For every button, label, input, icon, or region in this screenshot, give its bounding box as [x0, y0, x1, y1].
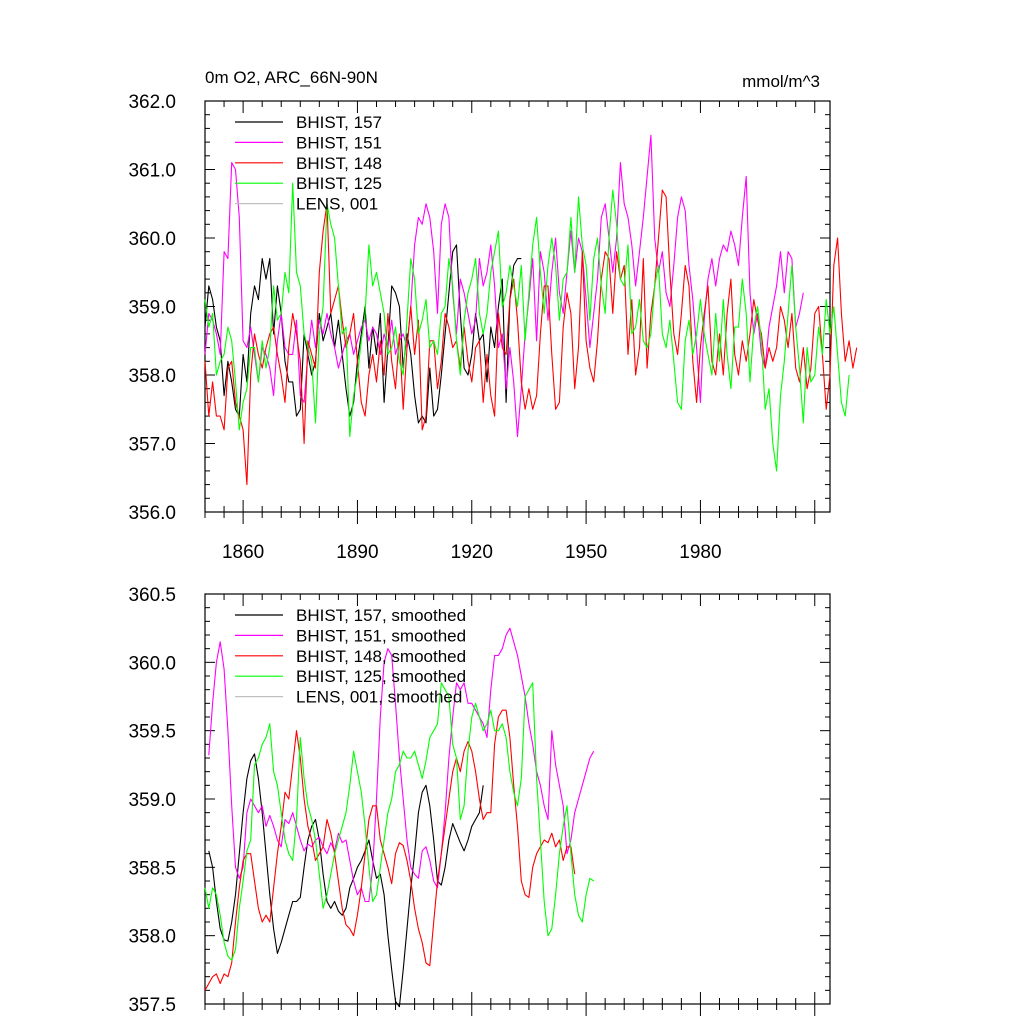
series-line: [204, 134, 804, 438]
series-line: [208, 627, 595, 903]
y-tick-label: 356.0: [128, 503, 176, 524]
y-tick-label: 360.0: [128, 653, 176, 674]
top-panel: 356.0 357.0 358.0 359.0 360.0 361.0 362.0 1860 1…: [128, 92, 858, 563]
y-tick-label: 358.5: [128, 858, 176, 879]
top-panel-title: 0m O2, ARC_66N-90N: [205, 68, 378, 87]
x-tick-label: 1890: [336, 542, 378, 563]
legend-label: BHIST, 157: [296, 113, 382, 132]
bottom-panel: 357.5 358.0 358.5 359.0 359.5 360.0 360.5 BHIST…: [128, 585, 831, 1016]
y-tick-label: 358.0: [128, 366, 176, 387]
legend-label: BHIST, 151: [296, 133, 382, 152]
series-line: [208, 753, 484, 1008]
legend-label: LENS, 001, smoothed: [296, 688, 462, 707]
series-line: [204, 182, 850, 472]
series-line: [204, 244, 522, 424]
legend-label: LENS, 001: [296, 195, 378, 214]
y-tick-label: 362.0: [128, 92, 176, 113]
y-tick-label: 357.0: [128, 435, 176, 456]
x-tick-label: 1920: [451, 542, 493, 563]
series-line: [204, 682, 595, 961]
y-tick-label: 359.0: [128, 790, 176, 811]
legend-label: BHIST, 157, smoothed: [296, 606, 466, 625]
y-tick-label: 359.0: [128, 298, 176, 319]
y-tick-label: 357.5: [128, 995, 176, 1016]
series-line: [204, 189, 858, 486]
y-tick-label: 360.0: [128, 229, 176, 250]
x-tick-label: 1860: [222, 542, 264, 563]
series-line: [204, 709, 576, 991]
x-tick-label: 1950: [565, 542, 607, 563]
y-tick-label: 360.5: [128, 585, 176, 606]
legend-label: BHIST, 125, smoothed: [296, 667, 466, 686]
y-tick-label: 359.5: [128, 722, 176, 743]
legend-label: BHIST, 148, smoothed: [296, 647, 466, 666]
x-tick-label: 1980: [679, 542, 721, 563]
top-panel-units: mmol/m^3: [742, 72, 820, 91]
y-tick-label: 358.0: [128, 927, 176, 948]
legend-label: BHIST, 151, smoothed: [296, 626, 466, 645]
y-tick-label: 361.0: [128, 161, 176, 182]
legend-label: BHIST, 125: [296, 174, 382, 193]
legend-label: BHIST, 148: [296, 154, 382, 173]
